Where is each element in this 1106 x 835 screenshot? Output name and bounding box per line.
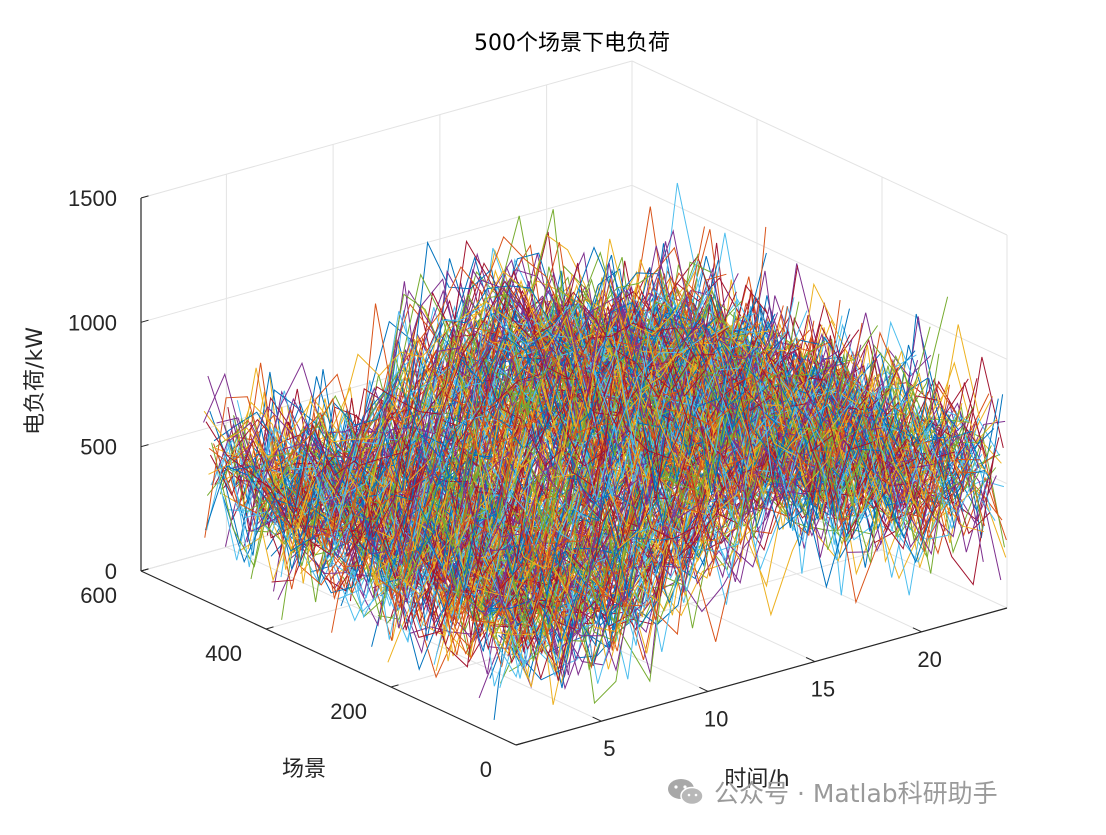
x-axis-label: 时间/h: [724, 767, 789, 792]
x-tick-label: 15: [811, 677, 835, 702]
y-axis-label: 场景: [282, 757, 326, 782]
series-line: [211, 269, 704, 501]
z-tick-label: 1000: [68, 310, 117, 335]
series-line: [478, 356, 971, 699]
series-line: [208, 286, 700, 541]
grid-line: [631, 60, 1008, 236]
x-tick-mark: [912, 627, 922, 633]
chart-title: 500个场景下电负荷: [474, 31, 670, 56]
y-tick-label: 400: [205, 641, 242, 666]
y-tick-label: 600: [80, 583, 117, 608]
series-line: [209, 246, 702, 508]
wechat-icon: [668, 779, 704, 806]
grid-line: [140, 60, 633, 199]
x-tick-mark: [592, 716, 602, 722]
x-tick-mark: [699, 686, 709, 692]
series-line: [205, 280, 698, 529]
watermark-text: 公众号 · Matlab科研助手: [714, 779, 998, 808]
z-tick-label: 0: [105, 559, 117, 584]
series-lines: [203, 182, 1007, 720]
y-tick-label: 200: [330, 699, 367, 724]
series-line: [209, 239, 702, 512]
z-tick-mark: [140, 319, 149, 323]
x-tick-label: 10: [704, 706, 728, 731]
axes: [140, 195, 1008, 746]
y-tick-mark: [390, 684, 399, 688]
series-line: [225, 233, 718, 492]
series-line: [214, 262, 707, 502]
series-line: [206, 253, 699, 496]
z-tick-mark: [140, 444, 149, 448]
x-axis-line: [515, 607, 1008, 746]
series-line: [251, 270, 744, 544]
series-line: [219, 215, 712, 509]
y-tick-mark: [515, 742, 524, 746]
z-tick-label: 500: [80, 435, 117, 460]
series-line: [218, 260, 711, 534]
grid-line: [140, 184, 633, 323]
series-line: [223, 293, 716, 541]
grid-line: [631, 184, 1008, 360]
z-axis-label: 电负荷/kW: [23, 327, 48, 435]
series-line: [204, 301, 697, 552]
series-line: [234, 259, 727, 527]
series-line: [206, 261, 699, 568]
y-axis-line: [140, 570, 517, 746]
z-tick-mark: [140, 568, 149, 572]
series-line: [222, 276, 714, 536]
series-line: [229, 280, 722, 533]
x-tick-mark: [805, 657, 816, 663]
series-line: [203, 229, 695, 505]
series-line: [211, 209, 704, 568]
series-line: [213, 226, 705, 514]
series-line: [363, 327, 856, 636]
y-tick-mark: [265, 626, 274, 630]
series-line: [212, 306, 705, 530]
z-tick-mark: [140, 195, 149, 199]
x-tick-label: 20: [917, 647, 941, 672]
x-tick-label: 5: [603, 736, 615, 761]
y-tick-label: 0: [480, 757, 492, 782]
series-line: [203, 238, 696, 459]
series-line: [221, 278, 714, 570]
z-tick-label: 1500: [68, 186, 117, 211]
watermark: 公众号 · Matlab科研助手: [666, 772, 998, 812]
